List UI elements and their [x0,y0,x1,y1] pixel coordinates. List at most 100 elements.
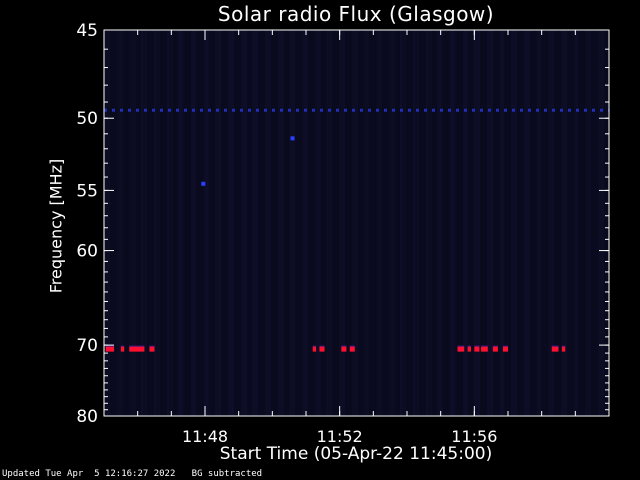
noise-stripe [204,30,206,416]
noise-stripe [511,30,513,416]
noise-stripe [304,30,306,416]
noise-stripe [145,30,147,416]
noise-stripe [230,30,232,416]
noise-stripe [478,30,480,416]
noise-stripe [328,30,330,416]
x-tick-label: 11:52 [317,427,363,446]
noise-stripe [513,30,515,416]
noise-stripe [141,30,143,416]
noise-stripe [171,30,173,416]
noise-stripe [167,30,169,416]
noise-stripe [315,30,317,416]
noise-stripe [206,30,208,416]
noise-stripe [548,30,550,416]
burst-segment [551,346,559,352]
burst-segment [341,346,347,352]
burst-segment [129,346,145,352]
noise-stripe [108,30,110,416]
noise-stripe [465,30,467,416]
noise-stripe [326,30,328,416]
burst-segment [481,346,488,352]
noise-stripe [269,30,271,416]
noise-stripe [587,30,589,416]
noise-stripe [415,30,417,416]
noise-stripe [130,30,132,416]
noise-stripe [391,30,393,416]
noise-stripe [585,30,587,416]
noise-stripe [417,30,419,416]
noise-stripe [404,30,406,416]
y-tick-label: 70 [76,336,98,356]
noise-stripe [515,30,517,416]
noise-stripe [278,30,280,416]
noise-stripe [252,30,254,416]
burst-segment [457,346,465,352]
spectral-features [104,108,609,352]
burst-halo [120,345,125,347]
noise-stripe [182,30,184,416]
noise-stripe [191,30,193,416]
y-tick-label: 60 [76,242,98,262]
noise-stripe [106,30,108,416]
noise-stripe [306,30,308,416]
plot-area [104,30,609,416]
noise-stripe [450,30,452,416]
noise-stripe [280,30,282,416]
burst-halo [349,345,355,347]
noise-stripe [291,30,293,416]
noise-stripe [489,30,491,416]
noise-stripe [378,30,380,416]
noise-stripe [208,30,210,416]
burst-segment [474,346,480,352]
burst-halo [341,345,347,347]
noise-stripe [439,30,441,416]
noise-stripe [156,30,158,416]
chart-title: Solar radio Flux (Glasgow) [217,2,495,26]
burst-halo [467,345,471,347]
burst-halo [492,345,498,347]
noise-stripe [243,30,245,416]
noise-stripe [476,30,478,416]
noise-stripe [565,30,567,416]
noise-stripe [245,30,247,416]
noise-stripe [487,30,489,416]
noise-stripe [293,30,295,416]
noise-stripe [354,30,356,416]
background-noise-stripes [104,30,604,416]
noise-stripe [228,30,230,416]
plot-frame [103,29,610,417]
noise-stripe [528,30,530,416]
noise-stripe [426,30,428,416]
noise-stripe [474,30,476,416]
noise-stripe [104,30,106,416]
x-axis: 11:48 11:52 11:56 [103,30,610,446]
noise-stripe [267,30,269,416]
noise-stripe [600,30,602,416]
noise-stripe [561,30,563,416]
noise-stripe [154,30,156,416]
noise-stripe [502,30,504,416]
noise-stripe [598,30,600,416]
burst-halo [457,345,465,347]
noise-stripe [524,30,526,416]
burst-halo [312,345,317,347]
noise-stripe [232,30,234,416]
noise-stripe [215,30,217,416]
noise-stripe [389,30,391,416]
burst-halo [129,345,145,347]
noise-stripe [602,30,604,416]
update-footer: Updated Tue Apr 5 12:16:27 2022 BG subtr… [2,469,263,479]
noise-stripe [367,30,369,416]
y-tick-label: 50 [76,109,98,129]
noise-stripe [437,30,439,416]
noise-stripe [193,30,195,416]
noise-stripe [121,30,123,416]
noise-stripe [169,30,171,416]
x-axis-label: Start Time (05-Apr-22 11:45:00) [219,444,493,464]
burst-halo [105,345,115,347]
noise-stripe [463,30,465,416]
noise-stripe [500,30,502,416]
noise-stripe [491,30,493,416]
noise-stripe [219,30,221,416]
noise-stripe [158,30,160,416]
